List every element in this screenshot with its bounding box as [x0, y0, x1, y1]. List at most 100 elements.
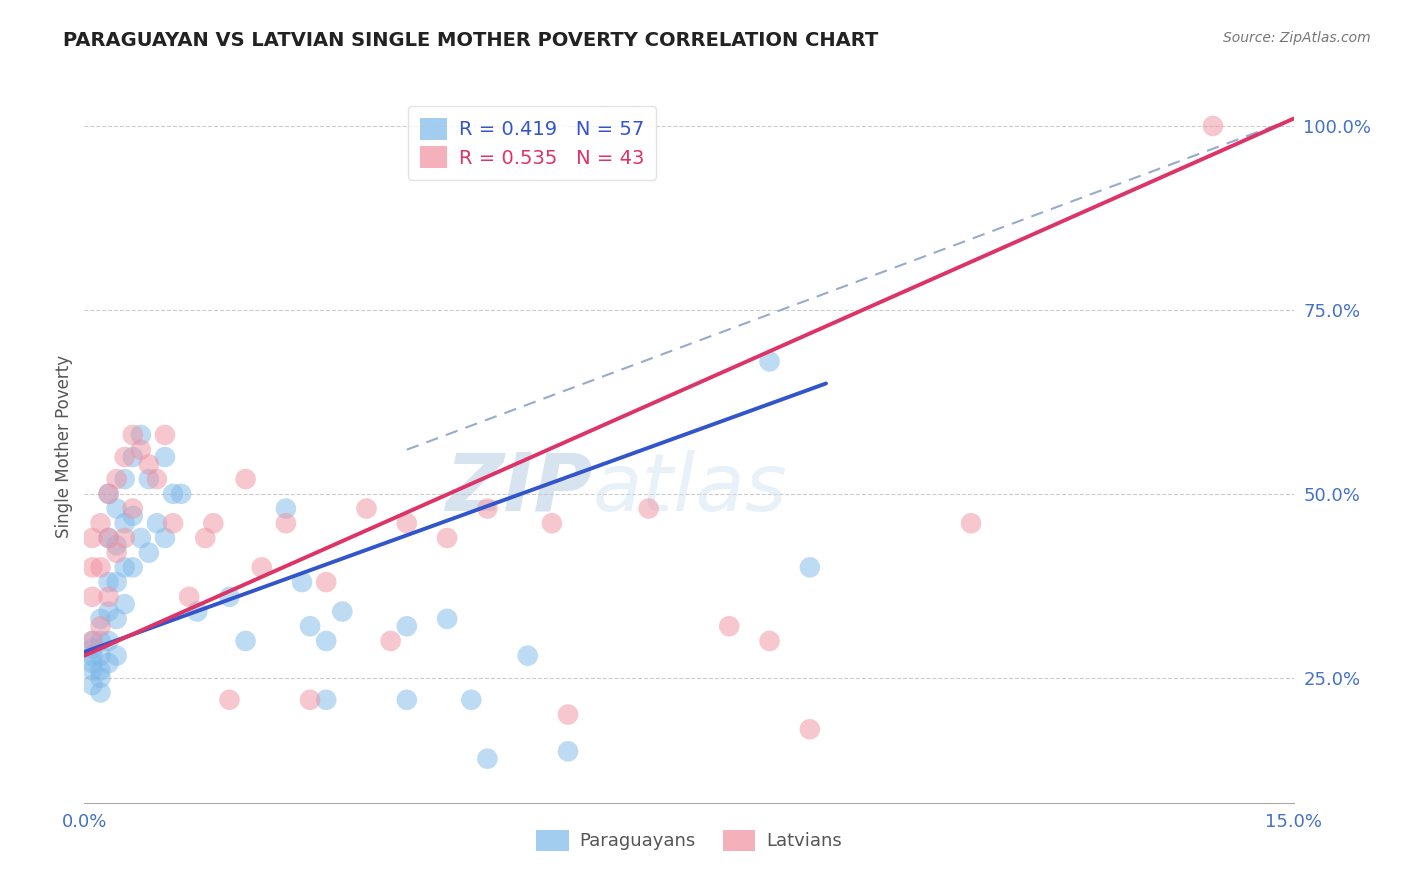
- Point: [82, 590, 104, 604]
- Point: [235, 634, 257, 648]
- Point: [121, 501, 143, 516]
- Point: [557, 744, 579, 758]
- Point: [121, 428, 143, 442]
- Point: [218, 693, 240, 707]
- Point: [380, 634, 402, 648]
- Text: ZIP: ZIP: [444, 450, 592, 528]
- Point: [105, 575, 128, 590]
- Point: [97, 656, 120, 670]
- Point: [82, 664, 104, 678]
- Point: [516, 648, 538, 663]
- Point: [315, 634, 337, 648]
- Point: [330, 605, 353, 619]
- Point: [194, 531, 217, 545]
- Point: [162, 516, 184, 531]
- Point: [170, 487, 193, 501]
- Point: [114, 516, 136, 531]
- Point: [299, 619, 322, 633]
- Point: [82, 648, 104, 663]
- Point: [105, 648, 128, 663]
- Point: [105, 472, 128, 486]
- Point: [356, 501, 378, 516]
- Point: [82, 634, 104, 648]
- Point: [541, 516, 564, 531]
- Point: [153, 531, 176, 545]
- Point: [105, 538, 128, 552]
- Point: [82, 678, 104, 692]
- Point: [114, 531, 136, 545]
- Point: [138, 472, 160, 486]
- Point: [202, 516, 225, 531]
- Point: [97, 487, 120, 501]
- Point: [129, 531, 152, 545]
- Point: [82, 531, 104, 545]
- Point: [89, 612, 111, 626]
- Point: [153, 450, 176, 464]
- Point: [274, 516, 297, 531]
- Text: atlas: atlas: [592, 450, 787, 528]
- Point: [129, 442, 152, 457]
- Point: [758, 354, 780, 368]
- Point: [89, 671, 111, 685]
- Point: [105, 501, 128, 516]
- Point: [89, 560, 111, 574]
- Point: [89, 685, 111, 699]
- Point: [97, 605, 120, 619]
- Point: [186, 605, 208, 619]
- Point: [718, 619, 741, 633]
- Point: [460, 693, 482, 707]
- Text: Source: ZipAtlas.com: Source: ZipAtlas.com: [1223, 31, 1371, 45]
- Point: [299, 693, 322, 707]
- Point: [82, 560, 104, 574]
- Point: [82, 634, 104, 648]
- Point: [799, 560, 821, 574]
- Point: [121, 450, 143, 464]
- Point: [121, 508, 143, 523]
- Point: [1202, 119, 1225, 133]
- Point: [477, 501, 499, 516]
- Point: [89, 664, 111, 678]
- Point: [89, 516, 111, 531]
- Point: [799, 723, 821, 737]
- Point: [138, 458, 160, 472]
- Point: [179, 590, 201, 604]
- Point: [146, 472, 169, 486]
- Point: [97, 487, 120, 501]
- Point: [146, 516, 169, 531]
- Point: [395, 693, 418, 707]
- Point: [82, 656, 104, 670]
- Point: [436, 531, 458, 545]
- Point: [97, 575, 120, 590]
- Point: [89, 634, 111, 648]
- Point: [138, 546, 160, 560]
- Point: [315, 575, 337, 590]
- Point: [557, 707, 579, 722]
- Point: [960, 516, 983, 531]
- Point: [114, 450, 136, 464]
- Point: [89, 648, 111, 663]
- Point: [114, 597, 136, 611]
- Point: [121, 560, 143, 574]
- Point: [291, 575, 314, 590]
- Point: [114, 560, 136, 574]
- Point: [395, 619, 418, 633]
- Point: [105, 546, 128, 560]
- Point: [235, 472, 257, 486]
- Point: [97, 590, 120, 604]
- Point: [153, 428, 176, 442]
- Point: [395, 516, 418, 531]
- Point: [82, 641, 104, 656]
- Point: [105, 612, 128, 626]
- Text: PARAGUAYAN VS LATVIAN SINGLE MOTHER POVERTY CORRELATION CHART: PARAGUAYAN VS LATVIAN SINGLE MOTHER POVE…: [63, 31, 879, 50]
- Point: [162, 487, 184, 501]
- Point: [97, 634, 120, 648]
- Legend: Paraguayans, Latvians: Paraguayans, Latvians: [529, 822, 849, 858]
- Point: [758, 634, 780, 648]
- Point: [250, 560, 273, 574]
- Point: [129, 428, 152, 442]
- Point: [637, 501, 659, 516]
- Point: [114, 472, 136, 486]
- Point: [97, 531, 120, 545]
- Point: [97, 531, 120, 545]
- Y-axis label: Single Mother Poverty: Single Mother Poverty: [55, 354, 73, 538]
